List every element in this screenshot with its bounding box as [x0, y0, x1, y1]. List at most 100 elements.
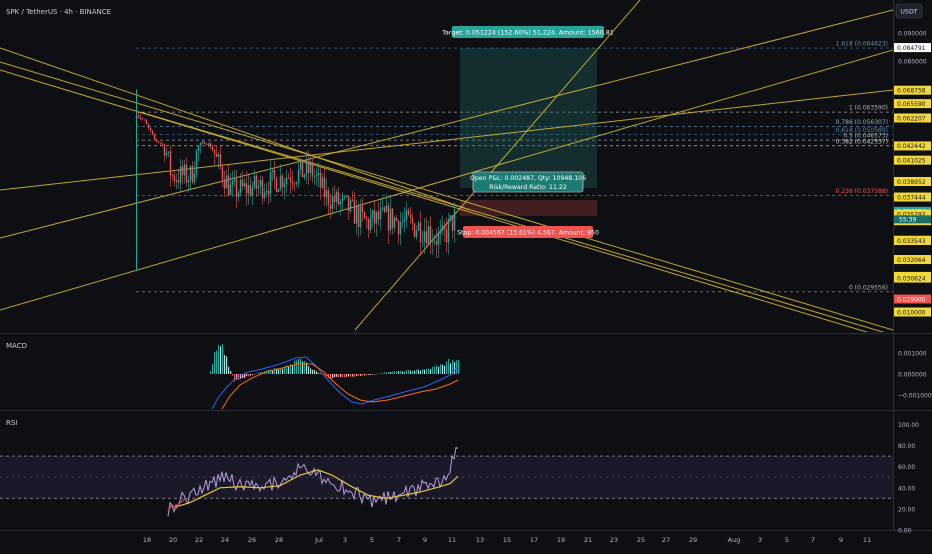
trend-lines[interactable] — [0, 0, 893, 340]
price-badge[interactable]: 0.065590 — [894, 99, 931, 109]
macd-bar — [286, 365, 288, 374]
trend-line[interactable] — [0, 89, 893, 191]
candle — [143, 119, 146, 121]
candle — [277, 188, 280, 193]
macd-axis[interactable]: 0.001000 0.000000 −0.001000 — [898, 351, 932, 400]
macd-bar — [414, 370, 416, 374]
candle — [337, 187, 340, 207]
price-axis[interactable]: USDT 0.090000 0.080000 0.084791 0.068758 0.0… — [894, 3, 931, 317]
macd-bar — [236, 374, 238, 380]
price-badge[interactable]: 0.010000 — [894, 307, 931, 317]
macd-bar — [278, 369, 280, 374]
price-badge[interactable]: 0.062207 — [894, 113, 931, 123]
price-badge[interactable]: 0.041025 — [894, 155, 931, 165]
candle — [375, 210, 378, 237]
price-badge[interactable]: 0.032064 — [894, 255, 931, 265]
macd-bar — [246, 374, 248, 377]
candle — [149, 127, 152, 132]
loss-zone[interactable] — [460, 200, 597, 216]
time-axis[interactable]: 18 20 22 24 26 28 Jul 3 5 7 9 11 13 15 17 19 21 23 25 27 29 A… — [143, 536, 871, 544]
trend-line[interactable] — [354, 0, 641, 331]
target-label: Target: 0.051224 (152.60%) 51,224, Amoun… — [441, 30, 614, 37]
time-tick-label: 17 — [530, 536, 538, 544]
macd-pane[interactable] — [210, 343, 460, 409]
macd-bar — [450, 363, 452, 374]
candle — [261, 176, 264, 205]
trend-line[interactable] — [0, 61, 893, 331]
candle — [403, 206, 406, 233]
candle — [301, 160, 304, 178]
candle — [437, 226, 440, 259]
candle — [405, 201, 408, 228]
price-badge[interactable]: 0.037444 — [894, 192, 931, 202]
trend-line[interactable] — [0, 9, 893, 239]
currency-button[interactable] — [895, 3, 923, 19]
candle — [349, 197, 352, 214]
time-tick-label: 25 — [637, 536, 645, 544]
macd-bar — [216, 350, 218, 374]
macd-bar — [440, 364, 442, 374]
target-label-box[interactable]: Target: 0.051224 (152.60%) 51,224, Amoun… — [441, 26, 614, 38]
trend-line[interactable] — [139, 111, 893, 335]
symbol-title[interactable]: SPK / TetherUS · 4h · BINANCE — [6, 8, 111, 16]
candle — [333, 185, 336, 209]
price-badge[interactable]: 0.068758 — [894, 85, 931, 95]
price-badge[interactable]: 0.038952 — [894, 176, 931, 186]
macd-bar — [382, 372, 384, 374]
price-badge[interactable]: 0.042442 — [894, 141, 931, 151]
candle — [399, 211, 402, 246]
candle — [327, 187, 330, 215]
macd-bar — [424, 369, 426, 374]
time-tick-label: Aug — [728, 536, 741, 544]
price-badge[interactable]: 0.033543 — [894, 235, 931, 245]
macd-bar — [432, 366, 434, 374]
candle — [267, 181, 270, 205]
rsi-pane[interactable] — [0, 447, 893, 517]
macd-bar — [282, 368, 284, 374]
time-tick-label: 22 — [195, 536, 203, 544]
candle — [395, 214, 398, 222]
macd-title[interactable]: MACD — [6, 342, 27, 350]
candles[interactable] — [135, 89, 456, 271]
price-badge[interactable]: 0.029000 — [894, 294, 931, 304]
price-badge[interactable]: 0.035792 — [894, 209, 931, 219]
candle — [263, 183, 266, 202]
macd-bar — [314, 370, 316, 374]
time-tick-label: 24 — [221, 536, 229, 544]
stop-label-box[interactable]: Stop: 0.004567 (13.61%) 4,567, Amount: 9… — [457, 226, 599, 238]
candle — [217, 151, 220, 169]
price-badge[interactable]: 0.030624 — [894, 273, 931, 283]
time-tick-label: 11 — [863, 536, 871, 544]
macd-bar — [360, 374, 362, 376]
long-position-tool[interactable] — [460, 48, 597, 216]
trend-line[interactable] — [0, 47, 471, 211]
rsi-title[interactable]: RSI — [6, 419, 17, 427]
profit-zone[interactable] — [460, 48, 597, 188]
macd-bar — [346, 374, 348, 377]
candle — [391, 208, 394, 235]
macd-bar — [418, 369, 420, 374]
macd-bar — [458, 359, 460, 374]
macd-bar — [298, 359, 300, 374]
macd-bar — [312, 369, 314, 374]
price-tick-label: 0.080000 — [898, 59, 927, 66]
candle — [385, 193, 388, 213]
candle — [219, 145, 222, 171]
open-pnl-box[interactable]: Open P&L: 0.002487, Qty: 10948.106 Risk/… — [470, 171, 586, 193]
candle — [329, 193, 332, 219]
candle — [417, 220, 420, 232]
macd-bar — [420, 370, 422, 374]
macd-bar — [228, 366, 230, 374]
candle — [237, 189, 240, 202]
rsi-axis[interactable]: 100.00 80.00 60.00 40.00 20.00 0.00 — [898, 422, 919, 535]
candle — [439, 219, 442, 245]
price-badge[interactable]: 0.084791 — [894, 43, 931, 53]
candle — [381, 196, 384, 212]
fib-level-label: 1 (0.063590) — [849, 105, 888, 112]
price-pane[interactable] — [0, 0, 893, 340]
candle — [141, 117, 144, 121]
trend-line[interactable] — [0, 49, 893, 311]
candle — [241, 170, 244, 191]
